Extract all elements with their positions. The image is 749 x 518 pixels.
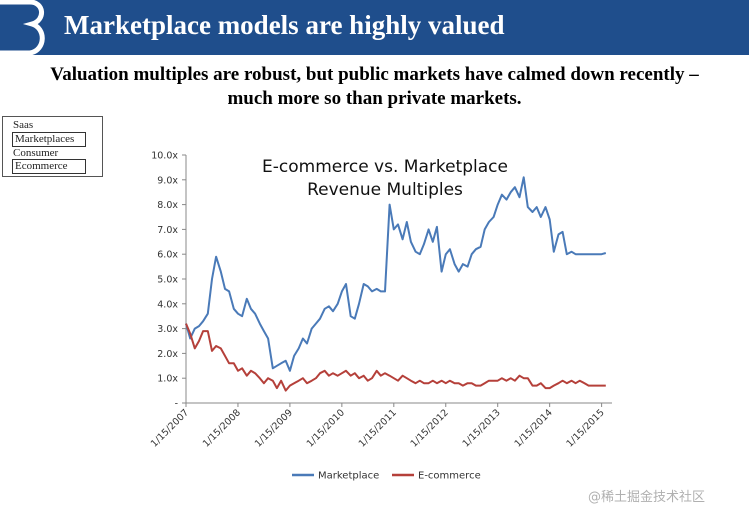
y-tick-label: 7.0x [157, 225, 178, 236]
subtitle: Valuation multiples are robust, but publ… [0, 63, 749, 111]
x-tick-label: 1/15/2011 [357, 407, 399, 449]
watermark: @稀土掘金技术社区 [588, 490, 706, 505]
nav-item-consumer[interactable]: Consumer [13, 147, 59, 159]
x-tick-label: 1/15/2007 [149, 407, 191, 449]
subtitle-line-2: much more so than private markets. [227, 88, 522, 109]
x-tick-label: 1/15/2010 [305, 407, 347, 449]
x-tick-label: 1/15/2012 [409, 407, 451, 449]
y-tick-label: 4.0x [157, 299, 178, 310]
title-banner [0, 0, 749, 55]
y-tick-label: 3.0x [157, 324, 178, 335]
y-tick-label: 8.0x [157, 200, 178, 211]
y-tick-label: 1.0x [157, 374, 178, 385]
series-line-e-commerce [185, 323, 606, 392]
legend-label-marketplace: Marketplace [318, 471, 379, 482]
y-tick-label: 9.0x [157, 175, 178, 186]
nav-item-saas[interactable]: Saas [13, 119, 34, 131]
section-nav: Saas Marketplaces Consumer Ecommerce [2, 116, 103, 177]
y-tick-label: 2.0x [157, 349, 178, 360]
legend-label-e-commerce: E-commerce [418, 471, 481, 482]
nav-item-marketplaces[interactable]: Marketplaces [12, 132, 86, 147]
chart-title-line-1: E-commerce vs. Marketplace [262, 157, 508, 177]
y-tick-label: 10.0x [151, 151, 178, 162]
x-tick-label: 1/15/2015 [565, 407, 607, 449]
page-title: Marketplace models are highly valued [64, 10, 505, 40]
subtitle-line-1: Valuation multiples are robust, but publ… [50, 64, 699, 85]
chart-title-line-2: Revenue Multiples [307, 180, 463, 200]
y-tick-label: 6.0x [157, 250, 178, 261]
nav-item-ecommerce[interactable]: Ecommerce [12, 159, 86, 174]
y-tick-label: - [175, 399, 178, 410]
y-tick-label: 5.0x [157, 275, 178, 286]
x-tick-label: 1/15/2013 [461, 407, 503, 449]
logo-mark [0, 0, 45, 55]
x-tick-label: 1/15/2009 [253, 407, 295, 449]
x-tick-label: 1/15/2014 [513, 407, 555, 449]
series-line-marketplace [185, 176, 607, 372]
x-tick-label: 1/15/2008 [201, 407, 243, 449]
